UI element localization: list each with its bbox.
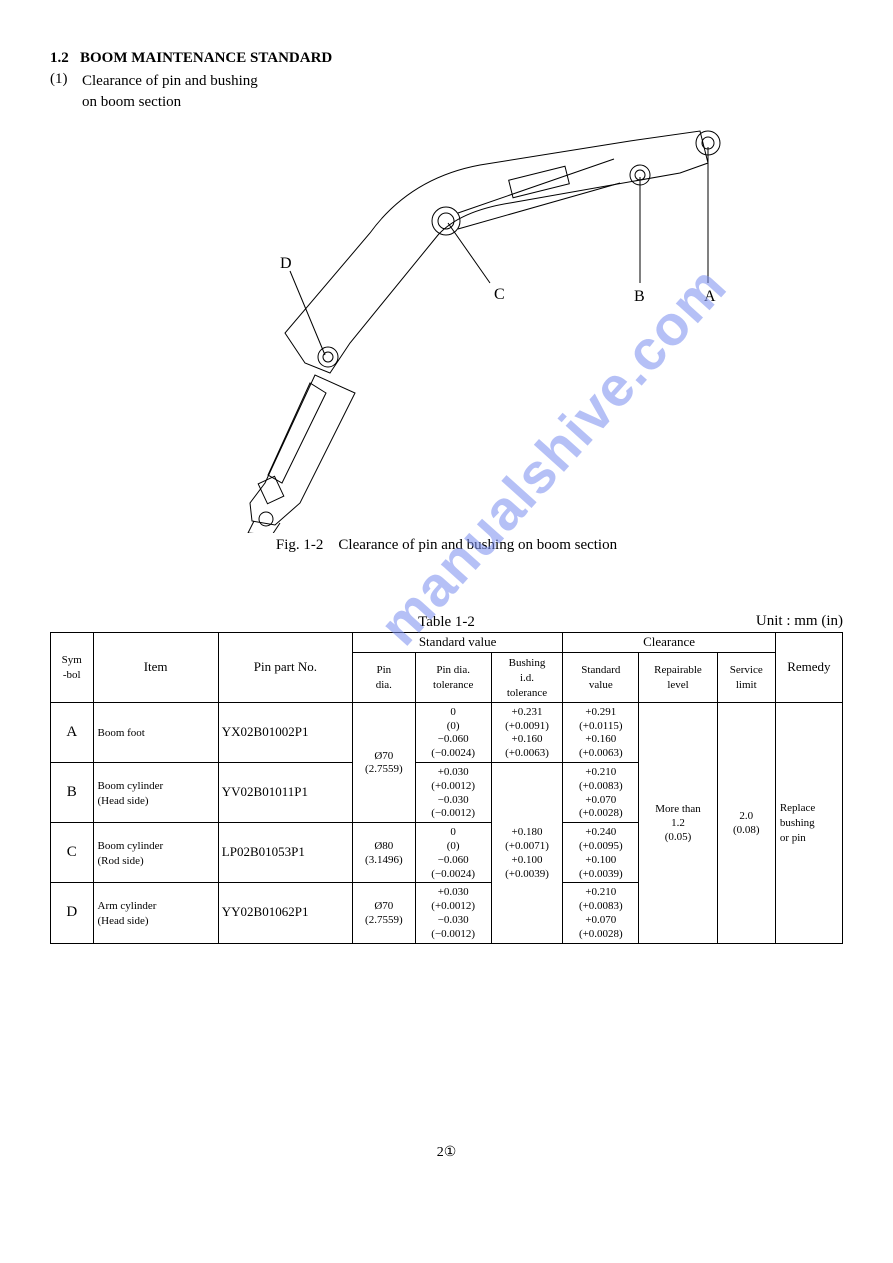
svg-text:D: D: [280, 255, 292, 272]
page-container: 1.2 BOOM MAINTENANCE STANDARD (1) Cleara…: [50, 50, 843, 1161]
figure-caption: Fig. 1-2 Clearance of pin and bushing on…: [50, 537, 843, 554]
cell-std-val: +0.240 (+0.0095) +0.100 (+0.0039): [563, 823, 639, 883]
cell-part: LP02B01053P1: [218, 823, 352, 883]
cell-std-val: +0.210 (+0.0083) +0.070 (+0.0028): [563, 883, 639, 943]
subsection-line1: Clearance of pin and bushing: [82, 73, 258, 89]
cell-part: YX02B01002P1: [218, 702, 352, 762]
th-pin-dia: Pin dia.: [353, 652, 416, 702]
subsection-line2: on boom section: [82, 94, 181, 110]
cell-pin-dia: Ø70 (2.7559): [353, 883, 416, 943]
cell-part: YY02B01062P1: [218, 883, 352, 943]
th-pin-tol: Pin dia. tolerance: [415, 652, 491, 702]
table-row: A Boom foot YX02B01002P1 Ø70 (2.7559) 0 …: [51, 702, 843, 762]
cell-service-limit: 2.0 (0.08): [717, 702, 775, 943]
svg-text:C: C: [494, 286, 505, 303]
figure-boom-diagram: D C B A manualshive.com: [210, 103, 770, 533]
section-number: 1.2: [50, 50, 69, 66]
cell-sym: A: [51, 702, 94, 762]
cell-pin-dia: Ø70 (2.7559): [353, 702, 416, 822]
table-section: Table 1-2 Unit : mm (in) Sym -bol Item P…: [50, 614, 843, 944]
cell-item: Boom cylinder (Head side): [93, 762, 218, 822]
cell-std-val: +0.210 (+0.0083) +0.070 (+0.0028): [563, 762, 639, 822]
th-item: Item: [93, 633, 218, 703]
tolerance-table: Sym -bol Item Pin part No. Standard valu…: [50, 632, 843, 944]
th-bush-tol: Bushing i.d. tolerance: [491, 652, 563, 702]
section-heading: 1.2 BOOM MAINTENANCE STANDARD: [50, 50, 843, 67]
subsection-number: (1): [50, 71, 74, 113]
figure-caption-text: Clearance of pin and bushing on boom sec…: [338, 537, 617, 553]
boom-diagram-svg: D C B A: [210, 103, 770, 533]
cell-sym: D: [51, 883, 94, 943]
cell-pin-tol: 0 (0) −0.060 (−0.0024): [415, 702, 491, 762]
figure-caption-prefix: Fig. 1-2: [276, 537, 324, 553]
cell-pin-tol: +0.030 (+0.0012) −0.030 (−0.0012): [415, 762, 491, 822]
cell-item: Boom cylinder (Rod side): [93, 823, 218, 883]
th-service-limit: Service limit: [717, 652, 775, 702]
cell-bush-tol: +0.231 (+0.0091) +0.160 (+0.0063): [491, 702, 563, 762]
cell-item: Boom foot: [93, 702, 218, 762]
th-std-val: Standard value: [563, 652, 639, 702]
th-remedy: Remedy: [775, 633, 842, 703]
cell-pin-tol: 0 (0) −0.060 (−0.0024): [415, 823, 491, 883]
cell-repairable: More than 1.2 (0.05): [639, 702, 717, 943]
cell-item: Arm cylinder (Head side): [93, 883, 218, 943]
svg-text:B: B: [634, 288, 645, 305]
th-clearance-group: Clearance: [563, 633, 776, 653]
cell-bush-tol: +0.180 (+0.0071) +0.100 (+0.0039): [491, 762, 563, 943]
cell-sym: C: [51, 823, 94, 883]
cell-pin-tol: +0.030 (+0.0012) −0.030 (−0.0012): [415, 883, 491, 943]
cell-remedy: Replace bushing or pin: [775, 702, 842, 943]
section-title-text: BOOM MAINTENANCE STANDARD: [80, 50, 332, 66]
th-repairable: Repairable level: [639, 652, 717, 702]
svg-text:A: A: [704, 288, 716, 305]
cell-part: YV02B01011P1: [218, 762, 352, 822]
th-pin-part: Pin part No.: [218, 633, 352, 703]
th-symbol: Sym -bol: [51, 633, 94, 703]
cell-pin-dia: Ø80 (3.1496): [353, 823, 416, 883]
cell-std-val: +0.291 (+0.0115) +0.160 (+0.0063): [563, 702, 639, 762]
th-std-value-group: Standard value: [353, 633, 563, 653]
cell-sym: B: [51, 762, 94, 822]
page-number: 2①: [50, 1144, 843, 1161]
